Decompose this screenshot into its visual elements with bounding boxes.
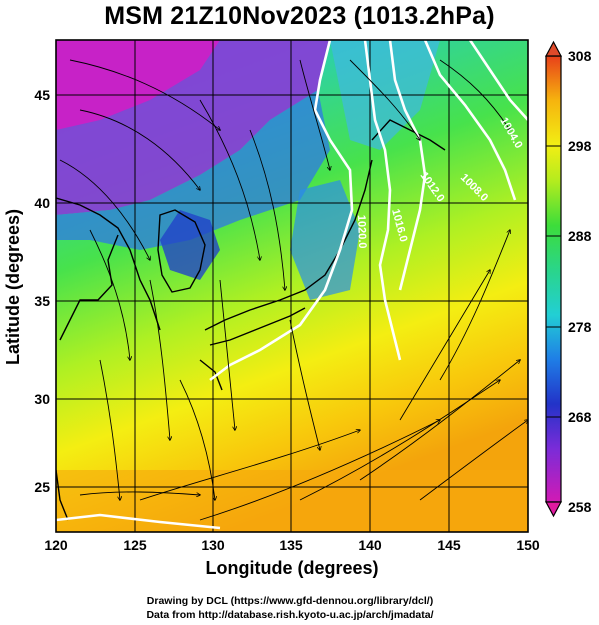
y-tick-label: 40 <box>34 195 50 211</box>
colorbar-label: 268 <box>568 409 592 425</box>
credits: Drawing by DCL (https://www.gfd-dennou.o… <box>0 594 580 622</box>
colorbar-label: 308 <box>568 48 592 64</box>
streamlines <box>59 59 528 521</box>
x-tick-label: 135 <box>279 537 303 553</box>
y-axis-label: Latitude (degrees) <box>3 209 23 365</box>
colorbar-label: 278 <box>568 319 592 335</box>
x-tick-label: 130 <box>201 537 225 553</box>
y-tick-label: 25 <box>34 479 50 495</box>
x-tick-label: 150 <box>516 537 540 553</box>
colorbar: 308 298 288 278 268 258 <box>544 40 592 518</box>
colorbar-min-arrow <box>544 501 563 518</box>
coastlines <box>56 119 446 521</box>
credit-drawing: Drawing by DCL (https://www.gfd-dennou.o… <box>146 595 434 607</box>
graticule <box>56 40 528 532</box>
contour-label-1020: 1020.0 <box>355 215 368 249</box>
x-tick-label: 120 <box>44 537 68 553</box>
plot-frame <box>55 39 529 533</box>
colorbar-max-arrow <box>544 40 563 57</box>
x-axis-label: Longitude (degrees) <box>205 558 378 578</box>
colorbar-label: 258 <box>568 499 592 515</box>
x-tick-label: 145 <box>437 537 461 553</box>
y-tick-label: 30 <box>34 391 50 407</box>
x-tick-label: 125 <box>123 537 147 553</box>
map-title: MSM 21Z10Nov2023 (1013.2hPa) <box>104 2 495 30</box>
credit-data: Data from http://database.rish.kyoto-u.a… <box>146 609 434 621</box>
colorbar-label: 298 <box>568 138 592 154</box>
y-tick-label: 35 <box>34 293 50 309</box>
temperature-field <box>56 40 528 532</box>
x-tick-label: 140 <box>358 537 382 553</box>
colorbar-label: 288 <box>568 228 592 244</box>
isobars <box>56 40 528 530</box>
y-tick-label: 45 <box>34 87 50 103</box>
